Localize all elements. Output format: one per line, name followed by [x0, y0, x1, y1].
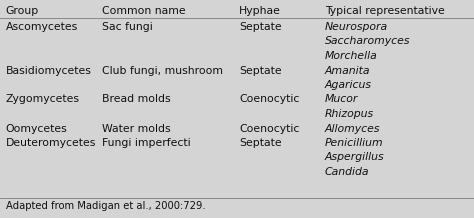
- Text: Water molds: Water molds: [102, 124, 171, 133]
- Text: Morchella: Morchella: [325, 51, 377, 61]
- Text: Allomyces: Allomyces: [325, 124, 380, 133]
- Text: Aspergillus: Aspergillus: [325, 153, 384, 162]
- Text: Common name: Common name: [102, 6, 185, 16]
- Text: Saccharomyces: Saccharomyces: [325, 36, 410, 46]
- Text: Septate: Septate: [239, 138, 282, 148]
- Text: Rhizopus: Rhizopus: [325, 109, 374, 119]
- Text: Mucor: Mucor: [325, 94, 358, 104]
- Text: Hyphae: Hyphae: [239, 6, 281, 16]
- Text: Coenocytic: Coenocytic: [239, 94, 300, 104]
- Text: Adapted from Madigan et al., 2000:729.: Adapted from Madigan et al., 2000:729.: [6, 201, 205, 211]
- Text: Neurospora: Neurospora: [325, 22, 388, 32]
- Text: Oomycetes: Oomycetes: [6, 124, 67, 133]
- Text: Septate: Septate: [239, 22, 282, 32]
- Text: Sac fungi: Sac fungi: [102, 22, 153, 32]
- Text: Amanita: Amanita: [325, 65, 370, 75]
- Text: Penicillium: Penicillium: [325, 138, 383, 148]
- Text: Agaricus: Agaricus: [325, 80, 372, 90]
- Text: Basidiomycetes: Basidiomycetes: [6, 65, 91, 75]
- Text: Candida: Candida: [325, 167, 369, 177]
- Text: Bread molds: Bread molds: [102, 94, 171, 104]
- Text: Fungi imperfecti: Fungi imperfecti: [102, 138, 191, 148]
- Text: Club fungi, mushroom: Club fungi, mushroom: [102, 65, 223, 75]
- Text: Deuteromycetes: Deuteromycetes: [6, 138, 96, 148]
- Text: Group: Group: [6, 6, 39, 16]
- Text: Coenocytic: Coenocytic: [239, 124, 300, 133]
- Text: Zygomycetes: Zygomycetes: [6, 94, 80, 104]
- Text: Ascomycetes: Ascomycetes: [6, 22, 78, 32]
- Text: Septate: Septate: [239, 65, 282, 75]
- Text: Typical representative: Typical representative: [325, 6, 445, 16]
